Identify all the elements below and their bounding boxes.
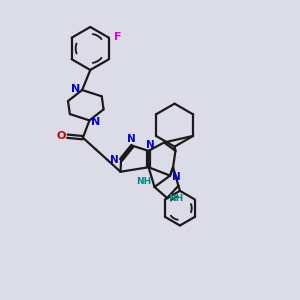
Text: N: N <box>146 140 154 150</box>
Text: N: N <box>71 83 80 94</box>
Text: N: N <box>172 172 180 182</box>
Text: NH: NH <box>136 177 152 186</box>
Text: N: N <box>92 117 100 127</box>
Text: N: N <box>127 134 135 144</box>
Text: F: F <box>113 32 121 41</box>
Text: N: N <box>110 155 119 165</box>
Text: NH: NH <box>168 194 184 202</box>
Text: O: O <box>56 131 65 141</box>
